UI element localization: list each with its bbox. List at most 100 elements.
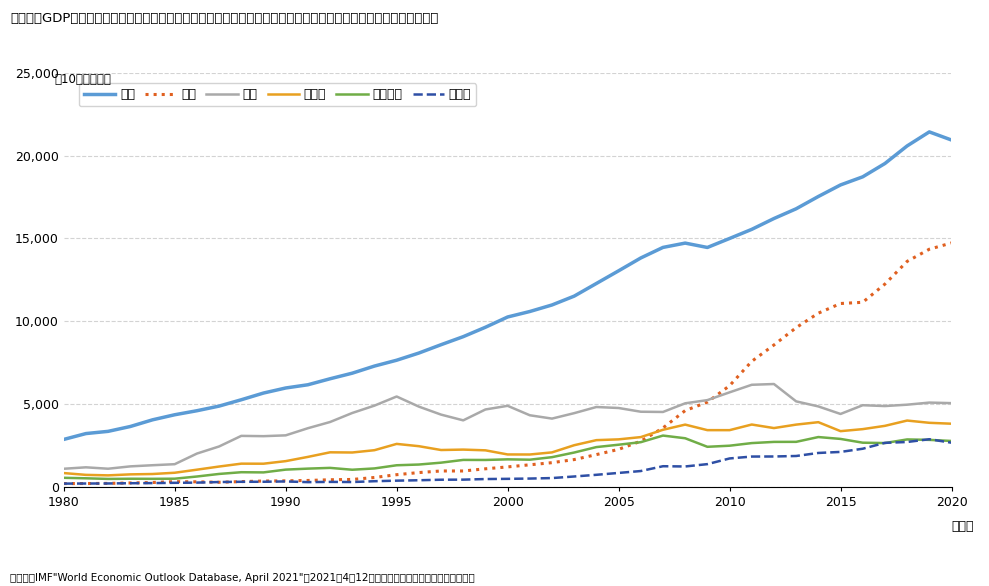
日本 bbox=[102, 465, 114, 472]
日本 bbox=[901, 401, 913, 408]
Line: 日本: 日本 bbox=[63, 384, 951, 469]
インド bbox=[635, 468, 647, 475]
米国 bbox=[435, 341, 447, 348]
米国 bbox=[214, 403, 225, 410]
中国 bbox=[812, 309, 824, 316]
イギリス bbox=[102, 475, 114, 482]
インド bbox=[701, 461, 713, 468]
Line: イギリス: イギリス bbox=[63, 435, 951, 479]
日本 bbox=[679, 400, 691, 407]
イギリス bbox=[57, 474, 69, 481]
米国 bbox=[657, 244, 669, 251]
日本 bbox=[879, 403, 891, 410]
中国 bbox=[125, 479, 136, 486]
中国 bbox=[945, 240, 957, 247]
米国 bbox=[701, 244, 713, 251]
ドイツ bbox=[901, 417, 913, 424]
イギリス bbox=[146, 475, 158, 482]
中国 bbox=[569, 456, 581, 463]
中国 bbox=[80, 480, 92, 487]
中国 bbox=[901, 258, 913, 265]
中国 bbox=[835, 300, 847, 307]
ドイツ bbox=[214, 463, 225, 470]
イギリス bbox=[302, 465, 314, 472]
ドイツ bbox=[569, 442, 581, 449]
インド bbox=[879, 440, 891, 447]
インド bbox=[435, 476, 447, 483]
中国 bbox=[324, 476, 336, 483]
ドイツ bbox=[435, 447, 447, 454]
日本 bbox=[214, 443, 225, 450]
イギリス bbox=[701, 443, 713, 450]
イギリス bbox=[569, 449, 581, 456]
インド bbox=[235, 478, 247, 485]
日本 bbox=[635, 408, 647, 415]
イギリス bbox=[235, 469, 247, 476]
インド bbox=[724, 455, 736, 462]
ドイツ bbox=[125, 471, 136, 478]
中国 bbox=[480, 465, 492, 472]
Line: 米国: 米国 bbox=[63, 132, 951, 440]
米国 bbox=[146, 416, 158, 423]
インド bbox=[768, 453, 780, 460]
インド bbox=[501, 475, 513, 482]
イギリス bbox=[590, 444, 602, 451]
イギリス bbox=[768, 438, 780, 445]
米国 bbox=[369, 363, 381, 370]
日本 bbox=[57, 465, 69, 472]
インド bbox=[524, 475, 536, 482]
日本 bbox=[924, 399, 936, 406]
ドイツ bbox=[657, 426, 669, 433]
中国 bbox=[501, 464, 513, 471]
インド bbox=[612, 469, 624, 476]
ドイツ bbox=[879, 423, 891, 430]
米国 bbox=[257, 390, 269, 397]
インド bbox=[413, 477, 425, 484]
日本 bbox=[480, 406, 492, 413]
中国 bbox=[257, 478, 269, 485]
インド bbox=[346, 479, 358, 486]
米国 bbox=[413, 349, 425, 356]
米国 bbox=[169, 411, 181, 418]
中国 bbox=[856, 299, 868, 306]
インド bbox=[391, 477, 403, 484]
米国 bbox=[945, 137, 957, 144]
ドイツ bbox=[257, 460, 269, 467]
イギリス bbox=[191, 473, 203, 480]
中国 bbox=[435, 468, 447, 475]
中国 bbox=[746, 358, 758, 365]
中国 bbox=[612, 446, 624, 453]
イギリス bbox=[257, 469, 269, 476]
イギリス bbox=[901, 436, 913, 443]
日本 bbox=[612, 404, 624, 411]
ドイツ bbox=[590, 437, 602, 444]
インド bbox=[901, 438, 913, 445]
日本 bbox=[369, 402, 381, 409]
米国 bbox=[102, 428, 114, 435]
米国 bbox=[501, 314, 513, 321]
イギリス bbox=[612, 441, 624, 448]
中国 bbox=[590, 451, 602, 458]
ドイツ bbox=[346, 449, 358, 456]
インド bbox=[280, 478, 292, 485]
イギリス bbox=[413, 461, 425, 468]
日本 bbox=[856, 401, 868, 408]
米国 bbox=[590, 280, 602, 287]
日本 bbox=[235, 432, 247, 440]
Text: 図：名目GDP（為替レート（米ドル換算））の上位６か国（米国・中国・日本・ドイツ・イギリス・インド）の推移: 図：名目GDP（為替レート（米ドル換算））の上位６か国（米国・中国・日本・ドイツ… bbox=[10, 12, 438, 25]
米国 bbox=[679, 240, 691, 247]
米国 bbox=[790, 205, 802, 212]
中国 bbox=[457, 468, 469, 475]
日本 bbox=[945, 400, 957, 407]
インド bbox=[856, 445, 868, 452]
米国 bbox=[856, 173, 868, 180]
米国 bbox=[524, 308, 536, 315]
中国 bbox=[679, 407, 691, 414]
イギリス bbox=[457, 456, 469, 464]
中国 bbox=[524, 461, 536, 468]
米国 bbox=[835, 182, 847, 189]
ドイツ bbox=[501, 451, 513, 458]
日本 bbox=[125, 463, 136, 470]
米国 bbox=[901, 142, 913, 149]
日本 bbox=[413, 403, 425, 410]
